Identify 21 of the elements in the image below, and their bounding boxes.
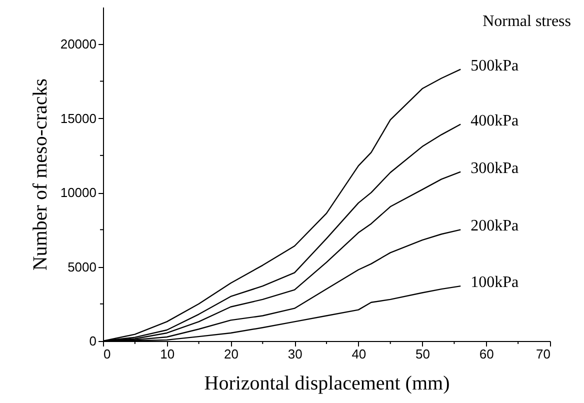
x-tick-label: 40 (352, 346, 366, 362)
x-tick-label: 10 (160, 346, 175, 362)
x-tick-label: 30 (288, 346, 302, 362)
y-tick-label: 5000 (68, 259, 96, 274)
legend-title: Normal stress (482, 13, 571, 30)
y-axis-title: Number of meso-cracks (29, 78, 52, 271)
x-tick-label: 0 (104, 346, 111, 362)
series-label: 100kPa (470, 274, 519, 292)
series-label: 500kPa (470, 57, 519, 74)
x-tick-label: 20 (224, 346, 238, 362)
y-tick-label: 20000 (60, 36, 96, 52)
series-label: 200kPa (470, 218, 519, 235)
y-tick-label: 0 (89, 334, 96, 348)
x-tick-label: 50 (416, 346, 430, 362)
x-axis-title: Horizontal displacement (mm) (204, 372, 450, 394)
y-tick-label: 10000 (60, 185, 96, 200)
series-label: 300kPa (470, 160, 519, 177)
y-tick-label: 15000 (60, 110, 96, 126)
x-tick-label: 70 (536, 346, 550, 362)
series-label: 400kPa (470, 112, 519, 130)
x-tick-label: 60 (479, 346, 494, 362)
